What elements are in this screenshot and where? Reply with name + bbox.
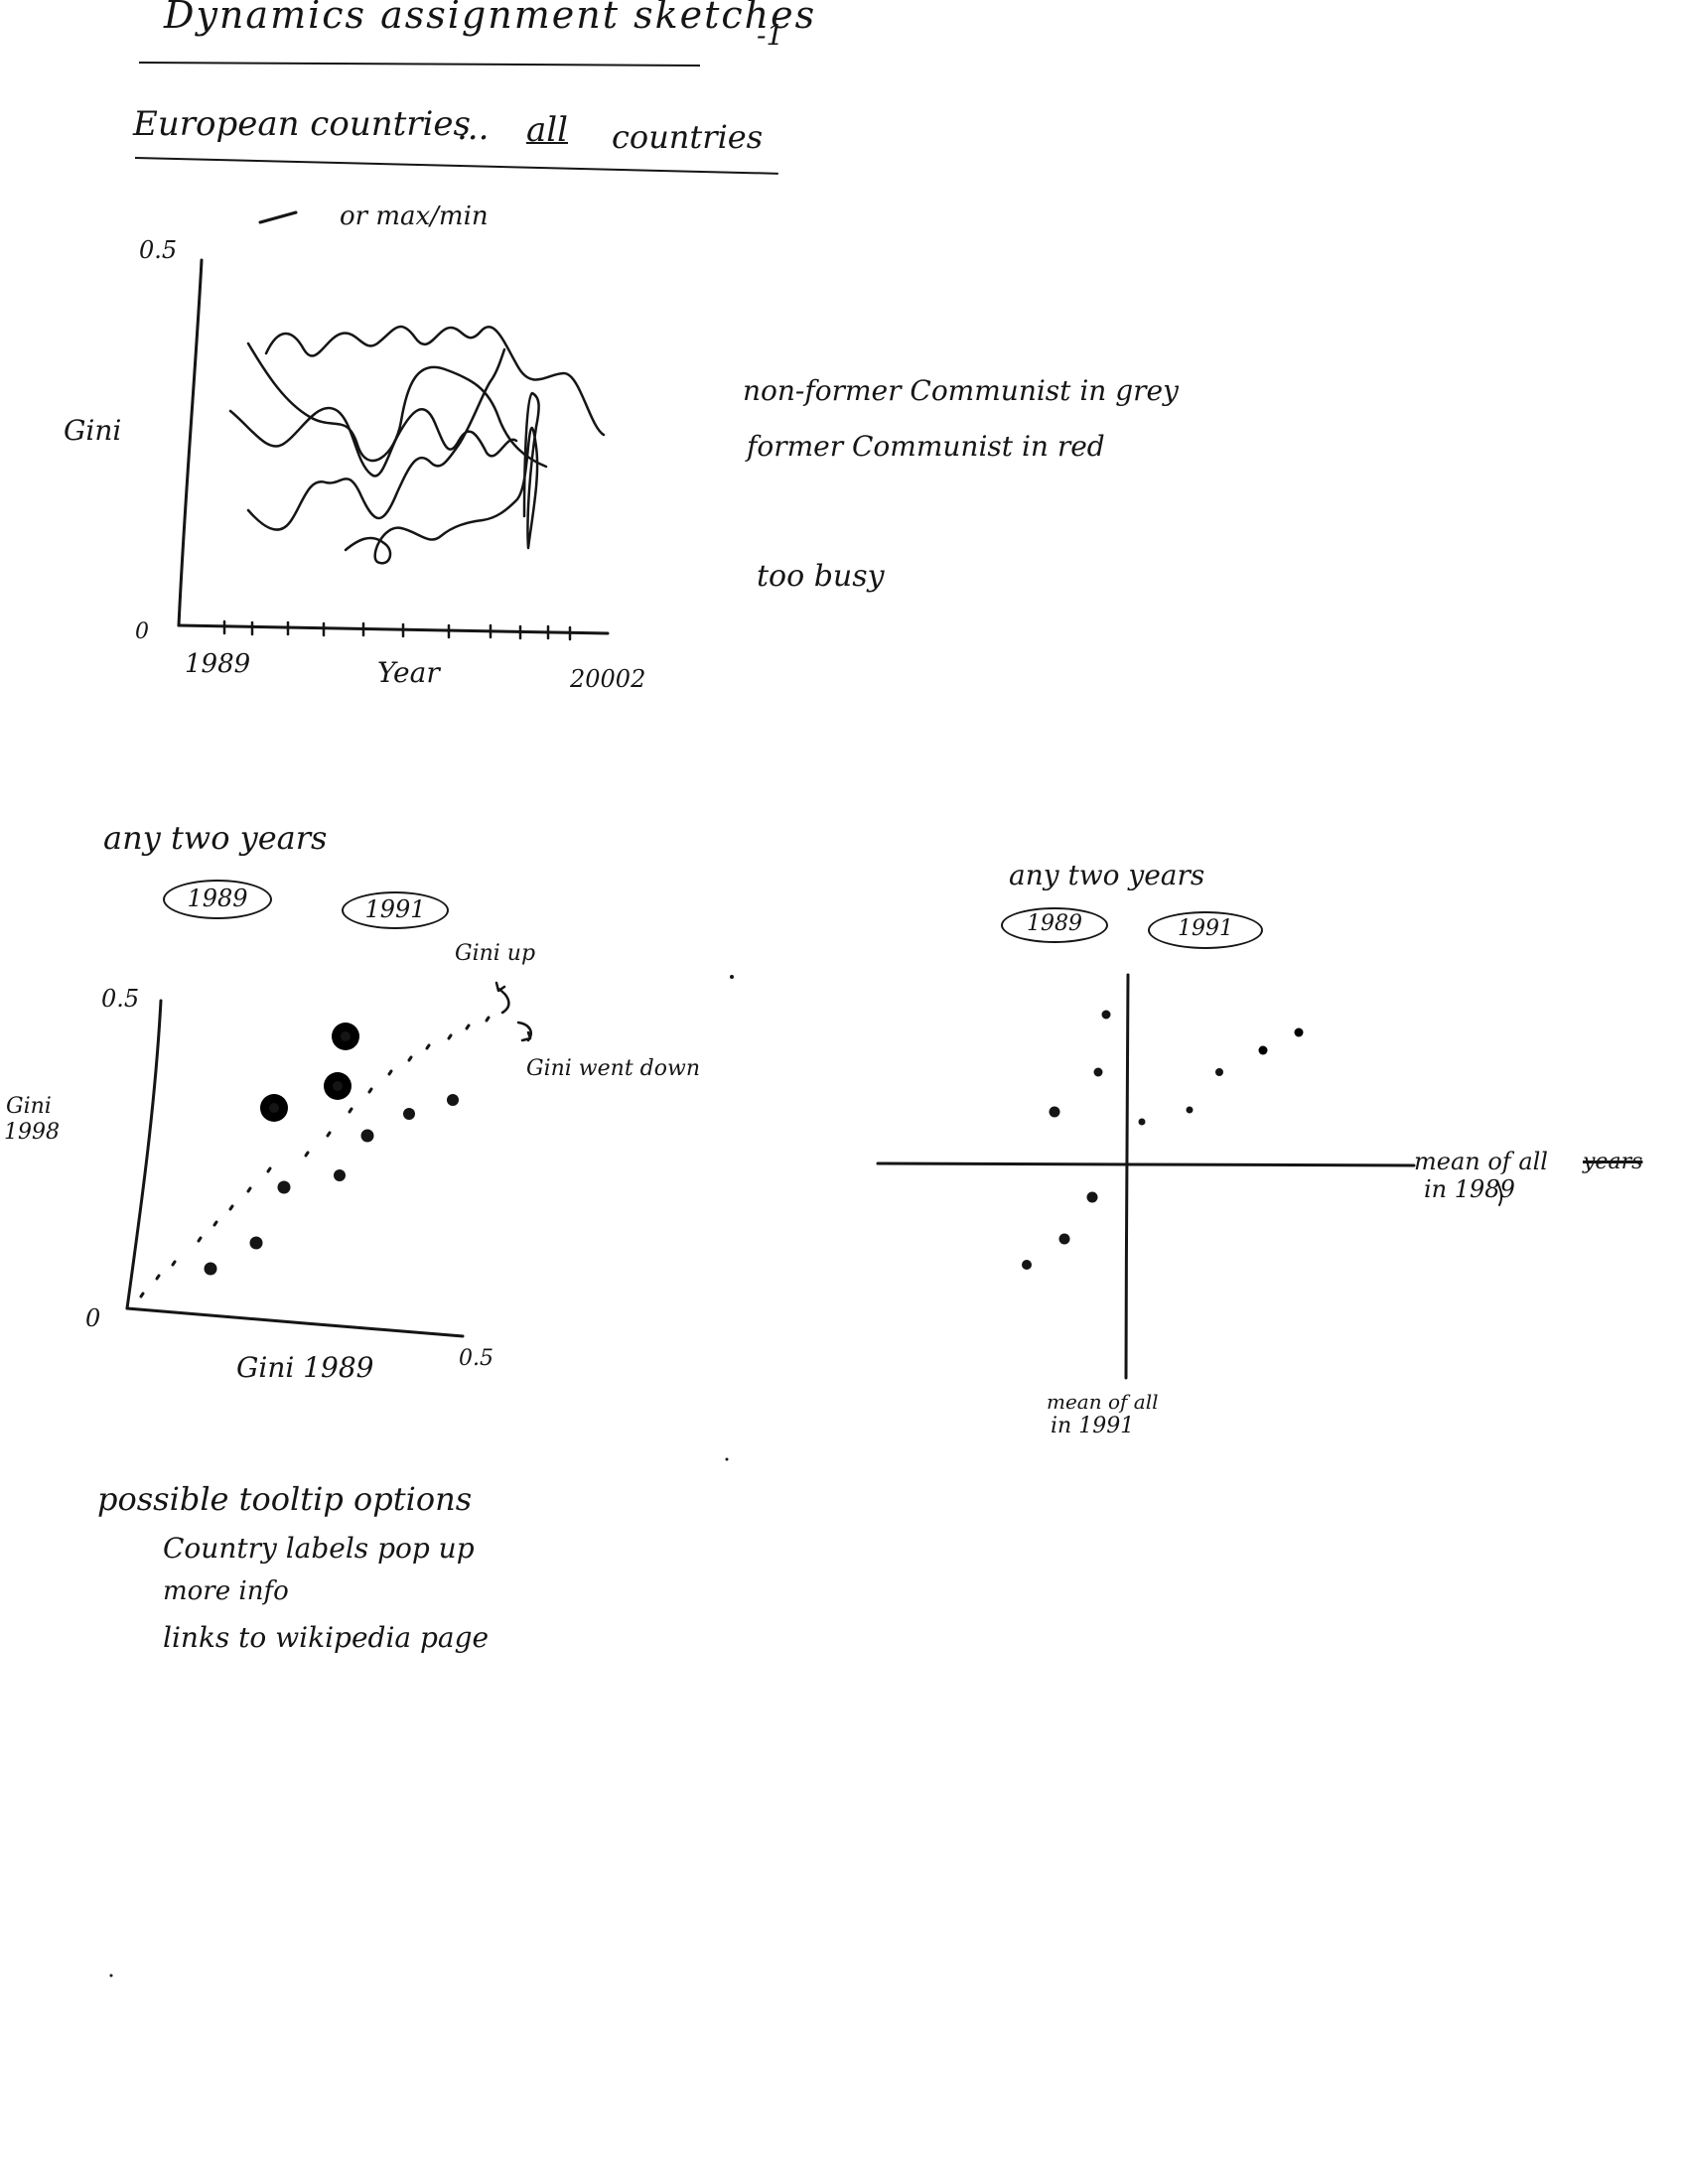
subtitle-ellipsis: ... — [457, 108, 490, 148]
sketch1-y-axis — [177, 258, 204, 627]
subtitle-countries: countries — [612, 118, 764, 156]
tooltip-notes-heading: possible tooltip options — [97, 1480, 473, 1518]
sketch1-y-label: Gini — [64, 414, 122, 447]
sketch2-points — [204, 1094, 459, 1276]
scan-speck — [730, 975, 734, 979]
sketch2-annot-up: Gini up — [455, 941, 536, 966]
scan-speck — [725, 1457, 729, 1461]
sketch3-v-label-line2: in 1991 — [1051, 1414, 1135, 1438]
sketch2-y-axis — [125, 999, 163, 1310]
sketch3-h-axis — [876, 1161, 1416, 1167]
sketch2-highlight-points — [260, 1023, 359, 1122]
sketch3-year-a-pill[interactable]: 1989 — [1001, 907, 1108, 943]
sketch2-origin-tick: 0 — [85, 1304, 101, 1332]
sketch3-v-axis — [1124, 973, 1130, 1380]
sketch3-points — [1022, 1010, 1223, 1270]
subtitle-all: all — [526, 110, 569, 150]
sketch2-heading: any two years — [103, 819, 328, 857]
sketch2-year-b-pill[interactable]: 1991 — [342, 891, 449, 929]
sketch2-x-label: Gini 1989 — [236, 1351, 374, 1384]
sketch3-open-points — [1258, 1027, 1304, 1055]
subtitle-european: European countries — [133, 104, 471, 144]
sketch1-dash-mark — [258, 210, 298, 224]
sketch1-series-line — [344, 391, 540, 565]
tooltip-note-item: Country labels pop up — [163, 1532, 475, 1565]
sketch3-label-mark — [1496, 1180, 1503, 1206]
sketch2-down-arrow — [516, 1021, 532, 1042]
sketch2-annot-down: Gini went down — [526, 1056, 700, 1081]
sketch1-note-line2: former Communist in red — [747, 430, 1105, 463]
sketch2-x-axis — [125, 1306, 465, 1338]
sketch1-series-line — [228, 406, 518, 478]
sketch1-x-ticks — [222, 619, 572, 641]
sketch1-y-max-tick: 0.5 — [139, 236, 178, 264]
tooltip-note-item: links to wikipedia page — [163, 1621, 490, 1654]
sketch3-v-label-line1: mean of all — [1047, 1390, 1159, 1414]
sketch1-y-min-tick: 0 — [135, 619, 149, 644]
sketch2-y-max-tick: 0.5 — [101, 985, 140, 1013]
sketch2-year-a-pill[interactable]: 1989 — [163, 880, 272, 919]
sketch2-x-max-tick: 0.5 — [459, 1346, 493, 1371]
tooltip-note-item: more info — [163, 1576, 289, 1606]
sketch1-x-axis — [177, 623, 610, 635]
sketch1-x-end: 20002 — [570, 665, 646, 693]
sketch1-note-line1: non-former Communist in grey — [743, 374, 1179, 407]
sketch1-note-top: or max/min — [340, 202, 489, 231]
sketch2-up-arrow — [494, 981, 510, 1015]
sketch1-x-label: Year — [377, 656, 440, 689]
page-number: -1 — [757, 19, 784, 52]
scan-speck — [109, 1974, 113, 1978]
sketch2-y-label-year: 1998 — [4, 1120, 60, 1145]
sketch3-h-label-line1: mean of all — [1414, 1148, 1548, 1175]
sketch3-year-b-pill[interactable]: 1991 — [1148, 911, 1263, 949]
sketch2-y-label-word: Gini — [6, 1094, 52, 1119]
page-title: Dynamics assignment sketches — [164, 0, 817, 37]
sketch3-h-label-struck: years — [1583, 1150, 1643, 1174]
sketch1-series-line — [246, 347, 506, 531]
sketch1-x-start: 1989 — [185, 649, 251, 679]
sketch3-heading: any two years — [1009, 859, 1205, 891]
sketch1-verdict: too busy — [757, 559, 885, 594]
sketch1-series-line — [264, 325, 606, 437]
sketch2-diagonal — [139, 1016, 491, 1298]
